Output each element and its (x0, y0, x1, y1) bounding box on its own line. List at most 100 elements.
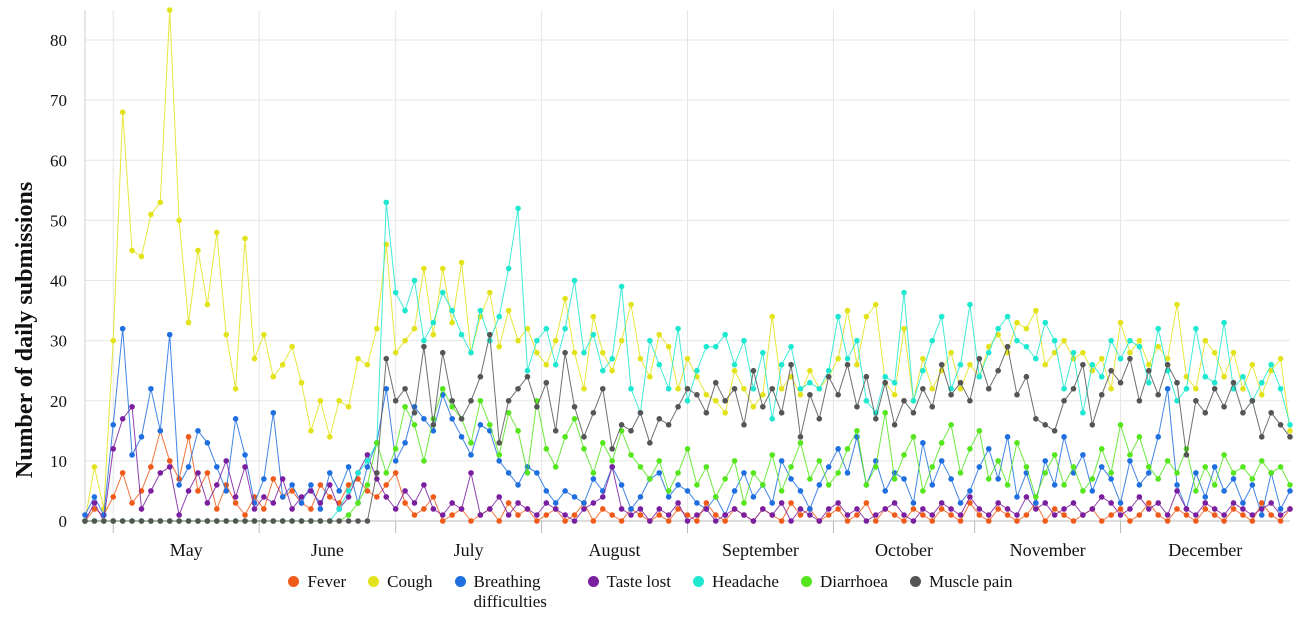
data-point (854, 512, 860, 518)
data-point (590, 331, 597, 338)
data-point (91, 500, 98, 506)
data-point (769, 313, 776, 320)
data-point (807, 367, 813, 374)
data-point (694, 518, 700, 524)
data-point (1033, 307, 1039, 314)
data-point (1061, 385, 1067, 392)
data-point (91, 494, 98, 500)
data-point (1080, 361, 1086, 368)
y-tick-label: 30 (50, 332, 67, 351)
data-point (1108, 470, 1114, 476)
data-point (665, 512, 672, 518)
data-point (505, 512, 512, 518)
data-point (910, 397, 917, 404)
data-point (496, 452, 503, 458)
data-point (119, 518, 126, 524)
y-tick-label: 10 (50, 452, 67, 471)
data-point (712, 518, 719, 524)
data-point (665, 494, 672, 500)
data-point (515, 205, 521, 212)
data-point (317, 482, 324, 488)
y-tick-label: 70 (50, 91, 67, 110)
data-point (148, 488, 154, 494)
data-point (599, 367, 606, 374)
data-point (891, 422, 898, 428)
data-point (449, 397, 455, 404)
data-point (741, 470, 747, 476)
data-point (1164, 512, 1171, 518)
data-point (665, 343, 672, 350)
data-point (289, 506, 295, 512)
data-point (298, 379, 305, 386)
data-point (1042, 458, 1049, 464)
data-point (656, 416, 663, 422)
data-point (232, 416, 239, 422)
data-point (1014, 319, 1020, 326)
data-point (1098, 446, 1105, 452)
y-tick-label: 60 (50, 151, 67, 170)
data-point (392, 289, 399, 296)
data-point (468, 440, 474, 446)
data-point (148, 211, 154, 218)
data-point (1174, 301, 1180, 308)
data-point (1230, 470, 1237, 476)
data-point (694, 482, 700, 488)
data-point (487, 289, 493, 296)
data-point (1108, 367, 1114, 374)
data-point (910, 409, 917, 416)
data-point (308, 488, 314, 494)
data-point (769, 385, 776, 392)
data-point (1145, 379, 1152, 386)
data-point (901, 518, 907, 524)
data-point (778, 409, 785, 416)
data-point (807, 512, 813, 518)
data-point (364, 361, 371, 368)
data-point (816, 458, 823, 464)
data-point (1089, 476, 1096, 482)
data-point (166, 518, 173, 524)
data-point (920, 355, 926, 362)
data-point (647, 476, 653, 482)
data-point (882, 373, 888, 380)
data-point (1042, 500, 1049, 506)
data-point (195, 428, 201, 434)
data-point (1004, 313, 1011, 320)
data-point (985, 385, 992, 392)
data-point (261, 331, 267, 338)
data-point (599, 385, 606, 392)
data-point (599, 440, 606, 446)
data-point (656, 361, 663, 368)
data-point (411, 512, 418, 518)
data-point (1023, 343, 1030, 350)
data-point (317, 500, 324, 506)
data-point (599, 494, 606, 500)
data-point (1155, 434, 1162, 440)
data-point (1033, 416, 1039, 422)
data-point (1230, 349, 1237, 356)
data-point (1108, 476, 1114, 482)
data-point (430, 331, 437, 338)
y-tick-label: 0 (59, 512, 68, 531)
data-point (1287, 488, 1293, 494)
data-point (279, 518, 286, 524)
data-point (675, 482, 681, 488)
data-point (1014, 518, 1020, 524)
data-point (1051, 482, 1058, 488)
data-point (957, 361, 964, 368)
data-point (1023, 512, 1030, 518)
data-point (797, 506, 804, 512)
data-point (609, 446, 615, 452)
data-point (778, 488, 785, 494)
data-point (863, 313, 870, 320)
data-point (1277, 464, 1284, 470)
data-point (402, 488, 408, 494)
data-point (1042, 518, 1049, 524)
data-point (166, 331, 173, 338)
data-point (807, 379, 813, 386)
data-point (411, 325, 418, 332)
data-point (967, 397, 973, 404)
data-point (1183, 452, 1190, 458)
data-point (487, 422, 493, 428)
data-point (760, 506, 766, 512)
data-point (825, 373, 832, 380)
